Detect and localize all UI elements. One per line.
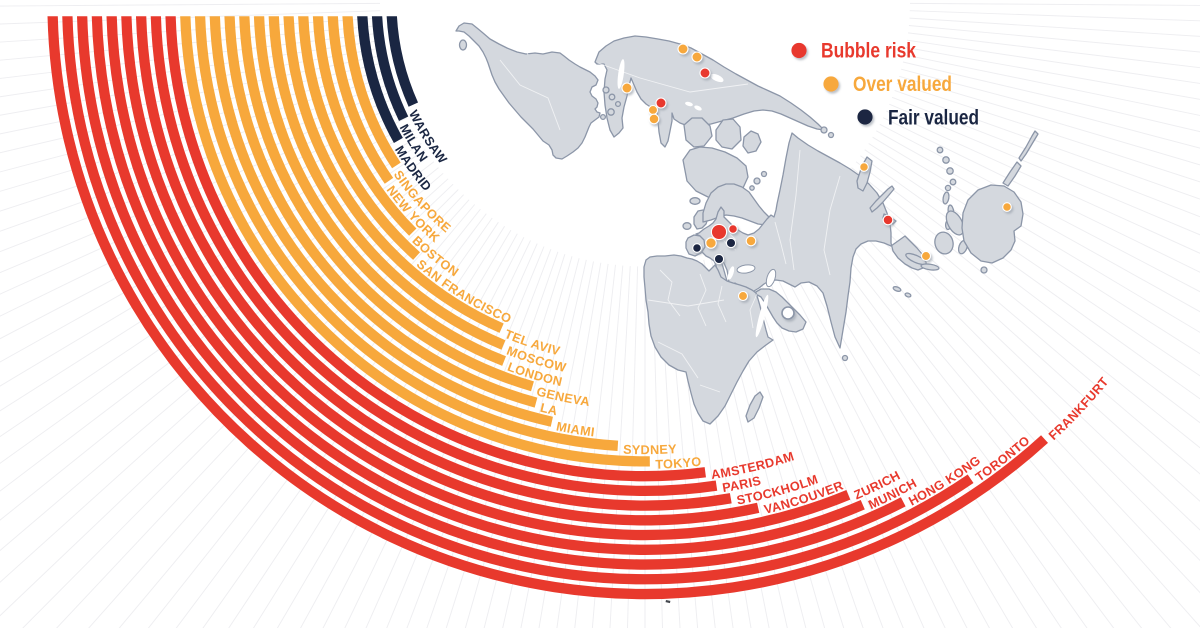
svg-text:Bubble risk: Bubble risk: [821, 40, 916, 63]
svg-text:Fair valued: Fair valued: [888, 107, 979, 130]
svg-text:Over valued: Over valued: [853, 73, 952, 96]
svg-text:SYDNEY: SYDNEY: [623, 442, 678, 457]
